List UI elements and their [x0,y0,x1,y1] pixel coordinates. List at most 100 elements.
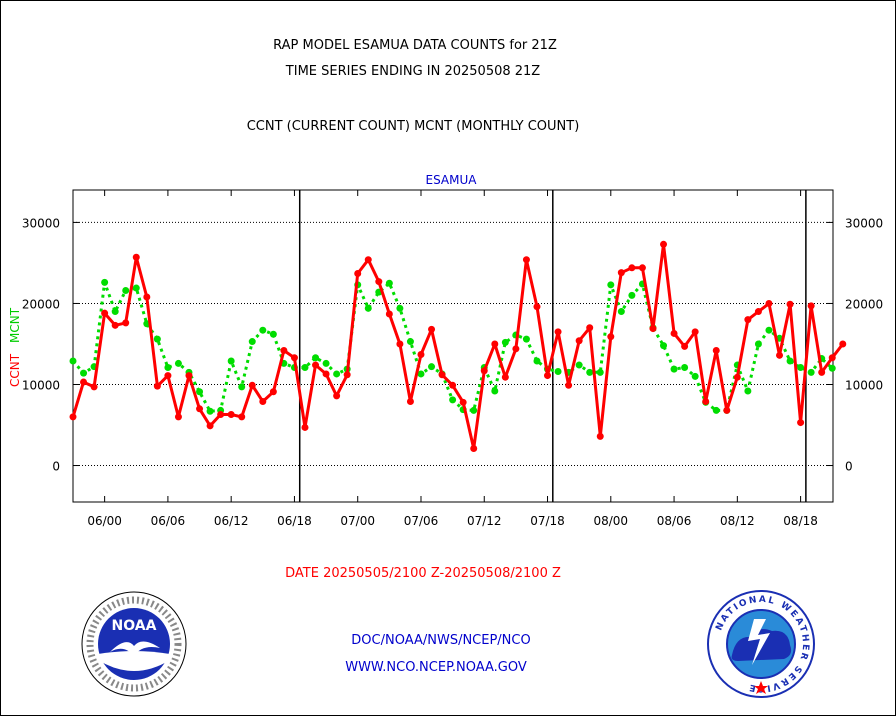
data-point-ccnt [776,351,784,359]
data-point-mcnt [80,369,88,377]
data-point-ccnt [269,388,277,396]
data-point-ccnt [733,373,741,381]
y-axis-right: 0 10000 20000 30000 [827,216,883,474]
y-tick-label-right: 20000 [845,297,883,311]
grid-lines [73,221,833,467]
data-point-mcnt [196,388,204,396]
data-point-ccnt [607,333,615,341]
data-point-mcnt [554,368,562,376]
data-point-ccnt [691,328,699,336]
data-point-ccnt [470,445,478,453]
data-point-mcnt [786,357,794,365]
data-point-mcnt [385,279,393,287]
data-point-mcnt [501,338,509,346]
data-point-ccnt [459,398,467,406]
data-point-ccnt [364,256,372,264]
data-point-ccnt [217,410,225,418]
data-point-mcnt [259,326,267,334]
data-point-mcnt [522,335,530,343]
data-point-ccnt [301,423,309,431]
series-line-mcnt [71,280,834,413]
x-tick-label: 08/00 [593,514,628,528]
x-tick-label: 06/00 [87,514,122,528]
data-point-mcnt [660,342,668,350]
data-point-ccnt [712,346,720,354]
noaa-logo-text: NOAA [112,618,157,634]
data-point-ccnt [143,293,151,301]
data-point-ccnt [385,310,393,318]
data-point-mcnt [238,383,246,391]
series-ccnt [69,240,847,453]
data-point-ccnt [480,367,488,375]
data-point-ccnt [649,325,657,333]
data-point-ccnt [122,319,130,327]
plot-border [72,189,834,503]
data-point-ccnt [501,373,509,381]
x-tick-label: 07/12 [467,514,502,528]
page-title-line1: RAP MODEL ESAMUA DATA COUNTS for 21Z [273,38,557,53]
x-tick-label: 07/18 [530,514,565,528]
data-point-ccnt [90,383,98,391]
data-point-ccnt [417,351,425,359]
x-tick-label: 07/00 [340,514,375,528]
data-point-ccnt [554,328,562,336]
data-point-ccnt [396,340,404,348]
data-point-ccnt [617,269,625,277]
data-point-mcnt [491,387,499,395]
data-point-mcnt [153,335,161,343]
data-point-mcnt [322,359,330,367]
data-point-mcnt [691,372,699,380]
series-line-ccnt [71,242,844,450]
data-point-ccnt [807,302,815,310]
data-point-ccnt [343,371,351,379]
org-line: DOC/NOAA/NWS/NCEP/NCO [351,633,531,648]
data-point-ccnt [101,309,109,317]
data-point-mcnt [797,363,805,371]
y-axis-title: CCNT MCNT [8,307,22,387]
data-point-mcnt [301,363,309,371]
website-link[interactable]: WWW.NCO.NCEP.NOAA.GOV [345,660,527,675]
date-range: DATE 20250505/2100 Z-20250508/2100 Z [285,566,561,581]
data-point-ccnt [638,264,646,272]
data-point-mcnt [206,407,214,415]
data-point-ccnt [248,381,256,389]
ylabel-mcnt: MCNT [8,307,22,343]
data-point-mcnt [596,368,604,376]
data-point-ccnt [111,321,119,329]
station-label: ESAMUA [426,173,478,187]
data-point-ccnt [533,303,541,311]
data-point-ccnt [406,398,414,406]
data-point-mcnt [754,340,762,348]
data-point-ccnt [174,413,182,421]
data-point-mcnt [807,368,815,376]
data-point-mcnt [607,281,615,289]
y-tick-label-left: 30000 [22,216,60,230]
y-tick-label-left: 20000 [22,297,60,311]
data-point-mcnt [312,354,320,362]
x-axis: 06/00 06/06 06/12 06/18 07/00 07/06 07/12 07/18… [87,190,818,528]
data-point-ccnt [333,392,341,400]
data-point-ccnt [744,316,752,324]
data-point-ccnt [375,278,383,286]
data-point-mcnt [628,291,636,299]
data-point-ccnt [312,361,320,369]
data-point-mcnt [417,370,425,378]
data-point-ccnt [660,240,668,248]
data-point-mcnt [101,278,109,286]
data-point-ccnt [196,405,204,413]
data-point-ccnt [438,371,446,379]
x-tick-label: 08/12 [720,514,755,528]
data-point-mcnt [396,304,404,312]
data-point-ccnt [206,422,214,430]
data-point-mcnt [174,359,182,367]
y-tick-label-left: 10000 [22,378,60,392]
data-point-ccnt [449,381,457,389]
y-tick-label-right: 0 [845,460,853,474]
data-point-mcnt [364,304,372,312]
data-point-mcnt [333,370,341,378]
data-point-ccnt [786,300,794,308]
data-point-ccnt [596,432,604,440]
noaa-logo-icon: NOAA [81,591,187,697]
y-tick-label-left: 0 [52,460,60,474]
